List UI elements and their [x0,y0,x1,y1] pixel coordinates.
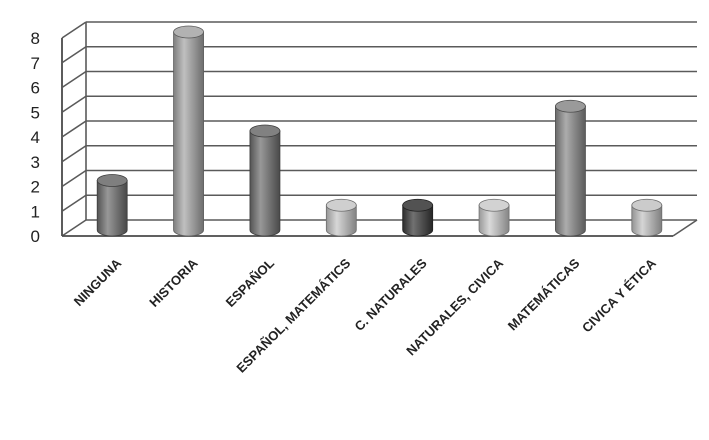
bar-body [402,204,434,237]
bar-body [631,204,663,237]
bar [173,25,204,237]
gridline-wall-7 [61,46,87,64]
gridline-wall-0 [61,219,87,237]
y-tick-label: 3 [31,153,40,172]
bar-top [402,198,434,212]
bar [96,174,128,237]
bar-top [249,124,281,138]
y-tick-label: 5 [31,103,40,122]
floor-right-edge [672,219,698,237]
gridline-wall-2 [61,169,87,188]
bar-body [249,130,281,237]
y-tick-label: 1 [31,202,40,221]
bar-top [478,198,510,212]
bar-top [325,198,357,212]
x-tick-label: MATEMÁTICAS [505,255,583,333]
bar-body [478,204,510,237]
bar [555,99,586,237]
bar [325,198,357,237]
bar [249,124,281,237]
gridline-wall-6 [61,70,87,89]
bars [96,25,663,237]
bar-top [631,198,663,212]
grid [61,21,698,237]
y-tick-label: 4 [31,128,40,147]
x-tick-label: ESPAÑOL [223,255,277,309]
bar-body [325,204,357,237]
y-tick-label: 0 [31,227,40,246]
gridline-wall-5 [61,95,87,113]
bar-body [555,105,586,237]
x-tick-label: CIVICA Y ÉTICA [579,255,659,335]
bar-top [96,174,128,187]
y-tick-label: 6 [31,79,40,98]
y-tick-label: 7 [31,54,40,73]
bar [402,198,434,237]
bar [631,198,663,237]
y-tick-label: 2 [31,178,40,197]
bar-body [96,180,128,237]
y-tick-label: 8 [31,29,40,48]
gridline-wall-3 [61,145,87,163]
bar-body [173,31,204,237]
gridline-wall-1 [61,194,87,212]
y-axis-ticks: 0 1 2 3 4 5 6 7 8 [31,29,40,246]
bar [478,198,510,237]
x-tick-label: HISTORIA [146,255,201,310]
bar-top [555,99,586,113]
x-tick-label: NINGUNA [71,255,125,309]
gridline-wall-8 [61,21,87,39]
x-tick-label: C. NATURALES [351,255,430,334]
gridline-wall-4 [61,120,87,138]
bar-top [173,25,204,39]
